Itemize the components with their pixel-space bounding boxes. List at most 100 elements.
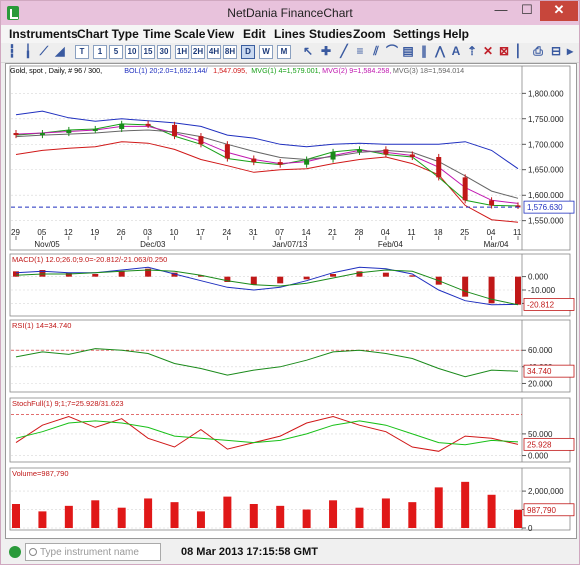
close-button[interactable]: ✕ — [540, 1, 578, 21]
x-day-label: 04 — [381, 228, 390, 237]
interval-1m-button[interactable]: 1 — [93, 45, 107, 59]
menu-edit[interactable]: Edit — [243, 27, 266, 41]
x-day-label: 14 — [302, 228, 311, 237]
price-y-tick-label: 1,650.000 — [528, 166, 564, 175]
macd-histogram-bar — [382, 272, 389, 277]
area-chart-icon[interactable]: ◢ — [55, 44, 65, 58]
macd-last-label-box — [523, 298, 575, 311]
trendline-icon[interactable]: ╱ — [340, 44, 348, 58]
x-day-label: 26 — [117, 228, 126, 237]
menu-bar: Instruments Chart Type Time Scale View E… — [1, 25, 579, 43]
split-view-icon[interactable]: ⊟ — [550, 44, 562, 58]
macd-histogram-bar — [171, 272, 178, 277]
stoch-k-line — [15, 415, 519, 452]
maximize-button[interactable]: ☐ — [521, 2, 533, 17]
text-tool-icon[interactable]: A — [451, 44, 461, 58]
x-day-label: 03 — [143, 228, 152, 237]
chart-area[interactable]: 1,800.000 1,750.000 1,700.000 1,650.000 1,60… — [5, 63, 577, 539]
gann-icon[interactable]: ⋀ — [435, 44, 445, 58]
rsi-y-tick-label: 20.000 — [528, 379, 553, 388]
candle-body — [330, 151, 336, 160]
menu-instruments[interactable]: Instruments — [9, 27, 78, 41]
menu-view[interactable]: View — [207, 27, 235, 41]
connection-status-icon — [9, 546, 21, 558]
volume-bar — [38, 511, 47, 528]
print-icon[interactable]: ⎙ — [533, 44, 543, 58]
macd-histogram-bar — [330, 274, 337, 277]
menu-settings[interactable]: Settings — [393, 27, 441, 41]
menu-studies[interactable]: Studies — [309, 27, 353, 41]
candle-body — [489, 200, 495, 206]
candle-body — [251, 158, 257, 163]
scroll-end-icon[interactable]: ▏ — [517, 44, 527, 58]
chart-canvas[interactable]: 1,800.000 1,750.000 1,700.000 1,650.000 1,60… — [6, 64, 576, 538]
pointer-icon[interactable]: ↖ — [302, 44, 314, 58]
fibonacci-icon[interactable]: ≡ — [356, 44, 364, 58]
interval-30m-button[interactable]: 30 — [157, 45, 171, 59]
crosshair-icon[interactable]: ✚ — [320, 44, 332, 58]
bar-chart-icon[interactable]: ┇ — [8, 44, 16, 58]
price-legend-5: MVG(3) 18=1,594.014 — [393, 66, 464, 75]
interval-4h-button[interactable]: 4H — [207, 45, 221, 59]
line-chart-icon[interactable]: ⟋ — [39, 44, 49, 58]
macd-histogram-bar — [13, 271, 19, 277]
candle-body — [172, 124, 178, 137]
interval-monthly-button[interactable]: M — [277, 45, 291, 59]
macd-histogram-bar — [409, 275, 416, 277]
x-day-label: 28 — [354, 228, 363, 237]
ma18-line — [15, 129, 519, 199]
price-legend-1: BOL(1) 20;2.0=1,652.144/ — [124, 66, 207, 75]
macd-signal-line — [15, 269, 519, 306]
candle-chart-icon[interactable]: ╽ — [24, 44, 32, 58]
interval-tick-button[interactable]: T — [75, 45, 89, 59]
interval-10m-button[interactable]: 10 — [125, 45, 139, 59]
channel-icon[interactable]: ⫽ — [373, 44, 379, 58]
volume-y-tick-label: 2,000,000 — [528, 487, 564, 496]
expand-icon[interactable]: ▸ — [566, 44, 574, 58]
last-price-label-box — [523, 200, 575, 214]
volume-bar — [64, 505, 73, 528]
interval-15m-button[interactable]: 15 — [141, 45, 155, 59]
rsi-legend: RSI(1) 14=34.740 — [12, 321, 71, 330]
menu-chart-type[interactable]: Chart Type — [77, 27, 139, 41]
delete-icon[interactable]: ✕ — [482, 44, 494, 58]
delete-all-icon[interactable]: ⊠ — [498, 44, 510, 58]
rsi-line — [15, 348, 519, 378]
candle-body — [66, 129, 72, 134]
price-legend-2: 1,547.095, — [213, 66, 247, 75]
status-datetime: 08 Mar 2013 17:15:58 GMT — [181, 546, 318, 558]
x-month-label: Mar/04 — [484, 240, 509, 249]
minimize-button[interactable]: — — [494, 2, 508, 17]
volume-bar — [355, 507, 364, 528]
interval-2h-button[interactable]: 2H — [191, 45, 205, 59]
cycle-lines-icon[interactable]: ∥ — [421, 44, 427, 58]
interval-1h-button[interactable]: 1H — [175, 45, 189, 59]
x-day-label: 24 — [222, 228, 231, 237]
arc-icon[interactable]: ⌒ — [385, 44, 398, 58]
window-title: NetDania FinanceChart — [227, 6, 353, 20]
arrow-tool-icon[interactable]: ⇡ — [466, 44, 478, 58]
volume-bar — [276, 505, 285, 528]
volume-bar — [223, 496, 232, 528]
price-y-tick-label: 1,800.000 — [528, 89, 564, 98]
x-day-label: 21 — [328, 228, 337, 237]
candle-body — [515, 205, 521, 208]
macd-histogram-bar — [145, 268, 152, 277]
interval-daily-button[interactable]: D — [241, 45, 255, 59]
volume-bar — [12, 504, 20, 528]
menu-lines[interactable]: Lines — [274, 27, 306, 41]
menu-help[interactable]: Help — [443, 27, 470, 41]
interval-8h-button[interactable]: 8H — [223, 45, 237, 59]
grid-lines-icon[interactable]: ▤ — [402, 44, 414, 58]
interval-weekly-button[interactable]: W — [259, 45, 273, 59]
menu-zoom[interactable]: Zoom — [353, 27, 386, 41]
volume-legend: Volume=987,790 — [12, 469, 69, 478]
bollinger-lower-line — [15, 141, 519, 223]
interval-5m-button[interactable]: 5 — [109, 45, 123, 59]
macd-histogram-bar — [356, 271, 363, 277]
menu-time-scale[interactable]: Time Scale — [143, 27, 206, 41]
candle-body — [304, 159, 310, 165]
instrument-search-input[interactable] — [25, 543, 161, 561]
volume-bar — [408, 502, 417, 528]
volume-bar — [514, 509, 522, 528]
